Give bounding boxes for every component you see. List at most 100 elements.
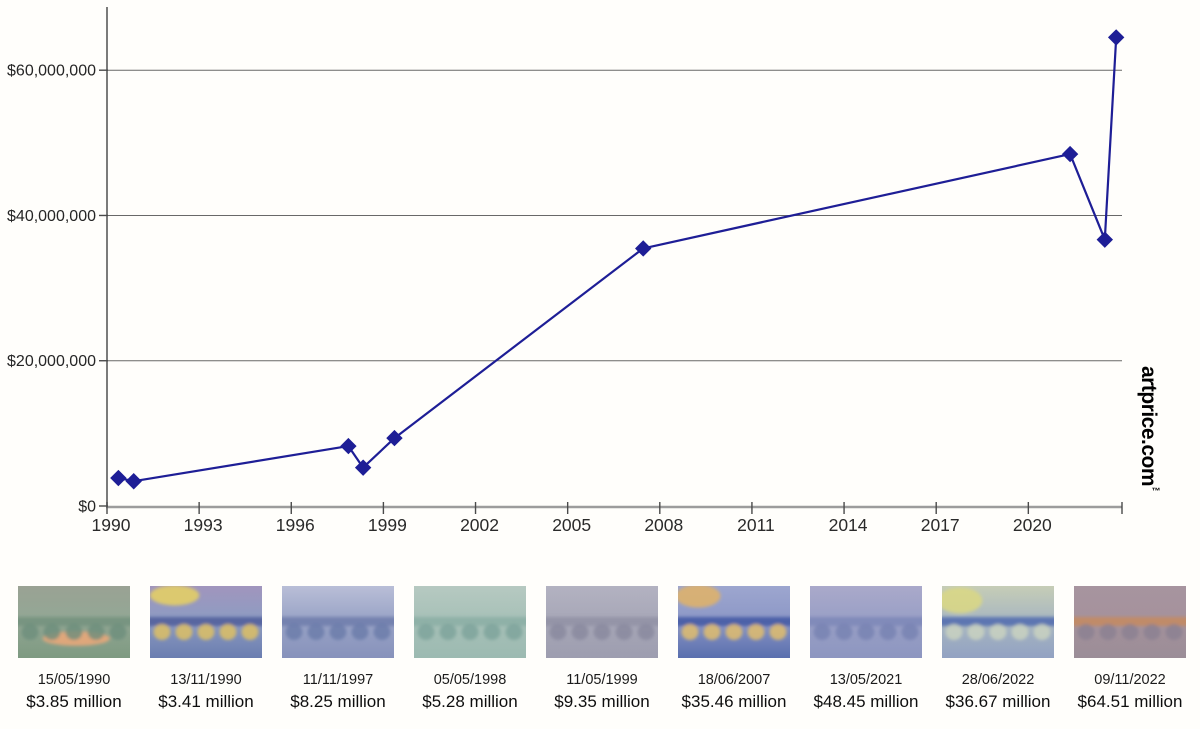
sale-price: $48.45 million — [813, 692, 919, 712]
series-line — [118, 37, 1118, 483]
bridge-arch — [351, 624, 369, 640]
bridge-arch — [1143, 624, 1161, 640]
data-point-marker — [386, 429, 403, 447]
bridge-deck — [942, 617, 1054, 626]
artprice-watermark: artprice.com™ — [1136, 366, 1161, 511]
bridge-arch — [813, 624, 831, 640]
sale-date: 15/05/1990 — [37, 672, 111, 688]
bridge-arch — [835, 624, 853, 640]
bridge-arch — [857, 624, 875, 640]
painting-thumbnail — [678, 586, 790, 658]
painting-item: 28/06/2022 $36.67 million — [942, 586, 1054, 713]
sale-date: 28/06/2022 — [961, 672, 1035, 688]
bridge-arch — [373, 624, 391, 640]
bridge-deck — [546, 617, 658, 626]
bridge-arch — [241, 624, 259, 640]
bridge-arch — [967, 624, 985, 640]
painting-item: 15/05/1990 $3.85 million — [18, 586, 130, 713]
bridge-arch — [703, 624, 721, 640]
bridge-arch — [175, 624, 193, 640]
sale-date: 11/05/1999 — [566, 672, 638, 688]
bridge-deck — [1074, 617, 1186, 626]
trademark-icon: ™ — [1151, 486, 1161, 496]
data-point-marker — [340, 437, 357, 455]
bridge-arch — [901, 624, 919, 640]
sale-date: 09/11/2022 — [1094, 672, 1166, 688]
paintings-row: 15/05/1990 $3.85 million 13/11/1990 $3.41 m… — [0, 586, 1200, 713]
bridge-arch — [439, 624, 457, 640]
sale-date: 13/05/2021 — [829, 672, 903, 688]
painting-thumbnail — [1074, 586, 1186, 658]
sale-price: $35.46 million — [681, 692, 787, 712]
data-point-marker — [125, 473, 142, 490]
sale-date: 05/05/1998 — [433, 672, 507, 688]
bridge-arch — [65, 624, 83, 640]
bridge-arch — [285, 624, 303, 640]
sale-price: $5.28 million — [422, 692, 518, 712]
bridge-arch — [769, 624, 787, 640]
bridge-arch — [879, 624, 897, 640]
bridge-arch — [747, 624, 765, 640]
bridge-arch — [219, 624, 237, 640]
bridge-deck — [282, 617, 394, 626]
y-tick-label: $0 — [78, 499, 96, 516]
bridge-arch — [725, 624, 743, 640]
bridge-deck — [150, 617, 262, 626]
bridge-arch — [329, 624, 347, 640]
sale-date: 11/11/1997 — [302, 672, 374, 688]
bridge-arch — [1033, 624, 1051, 640]
sale-price: $64.51 million — [1077, 692, 1183, 712]
bridge-arch — [153, 624, 171, 640]
bridge-arch — [87, 624, 105, 640]
painting-item: 05/05/1998 $5.28 million — [414, 586, 526, 713]
bridge-arch — [21, 624, 39, 640]
painting-thumbnail — [282, 586, 394, 658]
x-tick-label: 1996 — [276, 515, 315, 535]
sale-date: 13/11/1990 — [170, 672, 242, 688]
data-point-marker — [1096, 231, 1114, 248]
y-tick-label: $40,000,000 — [7, 208, 96, 225]
bridge-arch — [681, 624, 699, 640]
y-tick-label: $20,000,000 — [7, 353, 96, 370]
x-tick-label: 2014 — [829, 515, 868, 535]
bridge-arch — [549, 624, 567, 640]
bridge-arch — [571, 624, 589, 640]
bridge-arch — [945, 624, 963, 640]
painting-item: 18/06/2007 $35.46 million — [678, 586, 790, 713]
painting-item: 13/11/1990 $3.41 million — [150, 586, 262, 713]
data-point-marker — [1107, 29, 1125, 46]
x-tick-label: 2011 — [737, 515, 775, 535]
painting-light-accent — [678, 586, 721, 608]
painting-item: 13/05/2021 $48.45 million — [810, 586, 922, 713]
bridge-deck — [414, 617, 526, 626]
painting-light-accent — [942, 587, 983, 614]
painting-item: 11/05/1999 $9.35 million — [546, 586, 658, 713]
sale-price: $8.25 million — [290, 692, 386, 712]
bridge-arch — [593, 624, 611, 640]
bridge-arch — [461, 624, 479, 640]
y-tick-label: $60,000,000 — [7, 63, 96, 80]
x-tick-label: 1993 — [184, 515, 223, 535]
price-line-chart: $0 $20,000,000 $40,000,000 $60,000,000 1990 1… — [7, 7, 1125, 535]
artprice-watermark-text: artprice.com — [1137, 366, 1160, 487]
bridge-arch — [483, 624, 501, 640]
sale-price: $3.41 million — [158, 692, 254, 712]
bridge-arch — [989, 624, 1007, 640]
x-tick-label: 2005 — [552, 515, 591, 535]
painting-item: 11/11/1997 $8.25 million — [282, 586, 394, 713]
painting-thumbnail — [150, 586, 262, 658]
bridge-arch — [1077, 624, 1095, 640]
bridge-arch — [637, 624, 655, 640]
x-tick-label: 1990 — [92, 515, 131, 535]
painting-thumbnail — [810, 586, 922, 658]
bridge-arch — [109, 624, 127, 640]
x-tick-label: 2002 — [460, 515, 499, 535]
x-tick-label: 1999 — [368, 515, 407, 535]
bridge-arch — [1121, 624, 1139, 640]
bridge-arch — [307, 624, 325, 640]
x-tick-label: 2020 — [1013, 515, 1052, 535]
data-point-marker — [110, 469, 127, 487]
sale-price: $9.35 million — [554, 692, 650, 712]
bridge-deck — [678, 617, 790, 626]
bridge-deck — [810, 617, 922, 626]
